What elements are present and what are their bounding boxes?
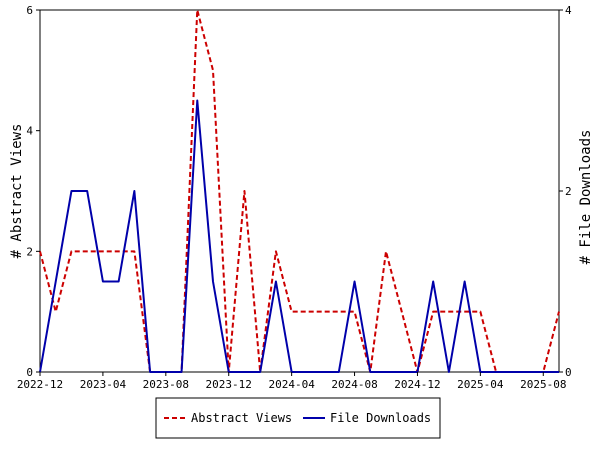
y-axis-right-title: # File Downloads <box>578 130 594 265</box>
legend-label-file-downloads: File Downloads <box>330 411 431 425</box>
y-left-tick-label-6: 6 <box>26 4 33 17</box>
series-layer <box>39 9 560 373</box>
y-left-tick-label-2: 2 <box>26 245 33 258</box>
x-tick-label-2024-12: 2024-12 <box>394 378 440 391</box>
x-tick-label-2024-04: 2024-04 <box>268 378 315 391</box>
x-tick-label-2023-04: 2023-04 <box>80 378 127 391</box>
legend-box <box>155 397 441 439</box>
series-line-abstract-views <box>39 9 560 373</box>
y-right-tick-label-4: 4 <box>565 4 572 17</box>
y-right-tick-label-2: 2 <box>565 185 572 198</box>
x-tick-label-2023-08: 2023-08 <box>143 378 189 391</box>
series-line-file-downloads <box>39 99 559 373</box>
legend: Abstract Views File Downloads <box>155 397 441 439</box>
y-axis-left-title: # Abstract Views <box>9 124 25 259</box>
y-right-tick-label-0: 0 <box>565 366 572 379</box>
x-tick-label-2022-12: 2022-12 <box>17 378 63 391</box>
axis-layer: 0 2 4 6 0 2 4 2022-12 2023-04 2023-08 2023-12 2024-… <box>17 4 572 391</box>
x-tick-label-2024-08: 2024-08 <box>331 378 377 391</box>
x-tick-label-2023-12: 2023-12 <box>206 378 252 391</box>
x-tick-label-2025-08: 2025-08 <box>520 378 566 391</box>
legend-label-abstract-views: Abstract Views <box>191 411 292 425</box>
plot-area <box>39 9 560 373</box>
y-left-tick-label-0: 0 <box>26 366 33 379</box>
x-tick-label-2025-04: 2025-04 <box>457 378 504 391</box>
y-left-tick-label-4: 4 <box>26 125 33 138</box>
